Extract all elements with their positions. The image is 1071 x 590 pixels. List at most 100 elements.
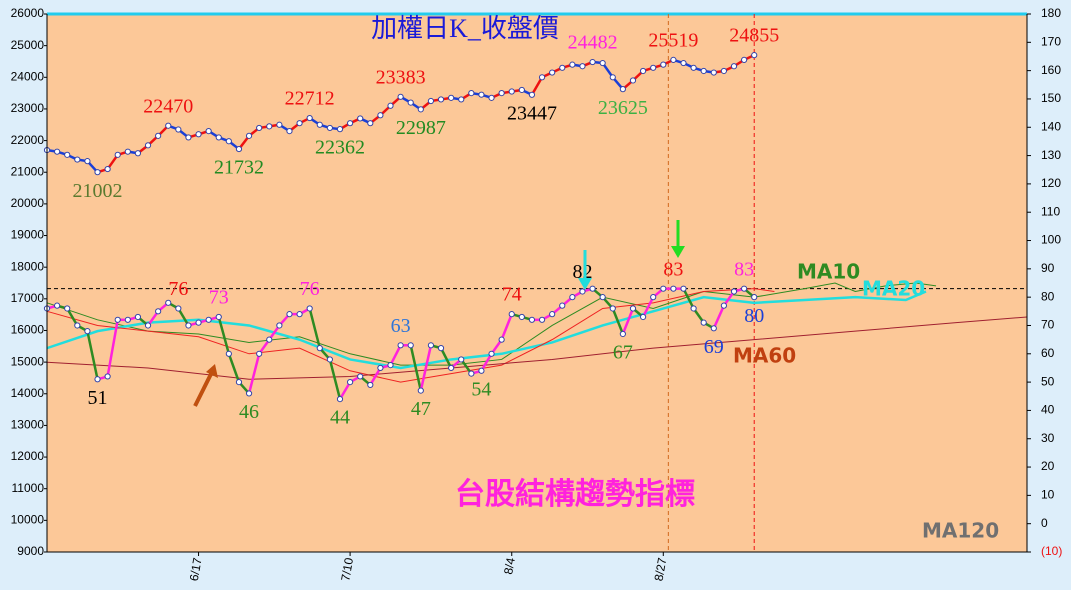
arrow — [193, 371, 214, 407]
price-point — [336, 126, 344, 133]
indicator-point — [215, 313, 222, 321]
indicator-point — [256, 350, 263, 357]
indicator-point — [205, 316, 212, 323]
indicator-point — [185, 322, 192, 329]
price-point — [245, 132, 253, 139]
y2-tick-label: 160 — [1041, 63, 1061, 77]
annotation: 76 — [300, 278, 320, 300]
indicator-point — [296, 311, 303, 318]
plot-area — [47, 14, 1027, 552]
indicator-point — [144, 322, 152, 329]
arrows — [193, 220, 685, 407]
price-point — [64, 151, 71, 158]
indicator-point — [650, 294, 657, 301]
indicator-segment — [106, 319, 119, 377]
y2-tick-label: 30 — [1041, 431, 1055, 445]
y-tick-label: 17000 — [11, 291, 45, 305]
price-point — [508, 88, 515, 95]
indicator-point — [690, 305, 697, 312]
y-tick-label: 10000 — [11, 513, 45, 527]
indicator-point — [387, 362, 394, 369]
indicator-point — [730, 288, 738, 295]
indicator-point — [306, 305, 313, 312]
indicator-point — [266, 336, 273, 343]
annotation: 21732 — [214, 157, 264, 179]
y2-tick-label: 120 — [1041, 176, 1061, 190]
y-tick-label: 26000 — [11, 6, 45, 20]
y2-tick-label: 60 — [1041, 346, 1055, 360]
indicator-point — [437, 345, 445, 352]
indicator-point — [680, 285, 687, 292]
price-point — [144, 142, 152, 149]
y2-tick-label: 170 — [1041, 34, 1061, 48]
price-segment — [530, 76, 544, 96]
price-point — [185, 134, 192, 141]
price-point — [437, 96, 445, 103]
indicator-point — [427, 342, 435, 349]
indicator-segment — [419, 345, 433, 391]
price-point — [407, 99, 414, 106]
y-tick-label: 19000 — [11, 228, 45, 242]
indicator-point — [336, 395, 344, 403]
annotation: 47 — [411, 398, 431, 420]
indicator-point — [74, 322, 81, 329]
annotation: 46 — [239, 401, 259, 423]
annotation: 22470 — [143, 95, 193, 117]
indicator-point — [286, 311, 293, 318]
y-tick-label: 11000 — [12, 481, 45, 495]
price-point — [518, 86, 525, 94]
indicator-point — [579, 288, 586, 295]
indicator-segment — [712, 305, 726, 329]
price-point — [488, 94, 495, 101]
indicator-point — [599, 294, 606, 301]
indicator-point — [54, 302, 61, 309]
ma-line — [46, 282, 937, 366]
y-tick-label: 23000 — [11, 101, 45, 115]
y2-tick-label: 140 — [1041, 119, 1061, 133]
price-point — [639, 67, 647, 75]
price-point — [266, 123, 273, 130]
price-point — [175, 126, 182, 133]
price-point — [94, 169, 101, 176]
y-tick-label: 16000 — [11, 323, 45, 337]
plot-content: 51 76 73 46 76 44 63 47 54 74 82 67 83 69 83 80 21002 224… — [43, 14, 1028, 552]
indicator-point — [710, 325, 717, 332]
price-point — [579, 63, 586, 70]
x-tick-label: 8/27 — [652, 556, 670, 582]
annotation: 82 — [572, 261, 592, 283]
price-point — [54, 148, 61, 155]
price-point — [690, 64, 697, 71]
indicator-segment — [227, 353, 241, 383]
price-point — [660, 61, 667, 68]
indicator-point — [397, 342, 404, 349]
indicator-point — [84, 328, 91, 335]
price-point — [589, 58, 596, 66]
indicator-point — [639, 313, 647, 321]
indicator-segment — [217, 316, 231, 355]
x-tick-label: 6/17 — [187, 556, 205, 582]
annotation: 51 — [88, 387, 108, 409]
indicator-point — [478, 367, 485, 374]
arrow-head — [671, 246, 685, 258]
price-point — [205, 127, 212, 135]
y-tick-label: 14000 — [11, 386, 45, 400]
y2-tick-label: (10) — [1041, 544, 1062, 558]
indicator-point — [276, 322, 283, 329]
y2-tick-label: 110 — [1041, 204, 1060, 218]
indicator-point — [346, 379, 354, 386]
indicator-point — [175, 305, 182, 312]
indicator-point — [326, 356, 333, 363]
price-point — [619, 86, 626, 93]
price-point — [730, 63, 738, 70]
indicator-segment — [439, 347, 453, 369]
annotation: 23447 — [507, 102, 557, 124]
price-point — [448, 94, 455, 101]
indicator-point — [417, 387, 424, 394]
price-point — [700, 67, 707, 75]
indicator-segment — [621, 308, 635, 335]
indicator-point — [528, 316, 536, 323]
annotation: 22712 — [285, 88, 335, 110]
price-point — [670, 56, 677, 63]
y2-tick-label: 50 — [1041, 374, 1055, 388]
annotation: 63 — [391, 315, 411, 337]
